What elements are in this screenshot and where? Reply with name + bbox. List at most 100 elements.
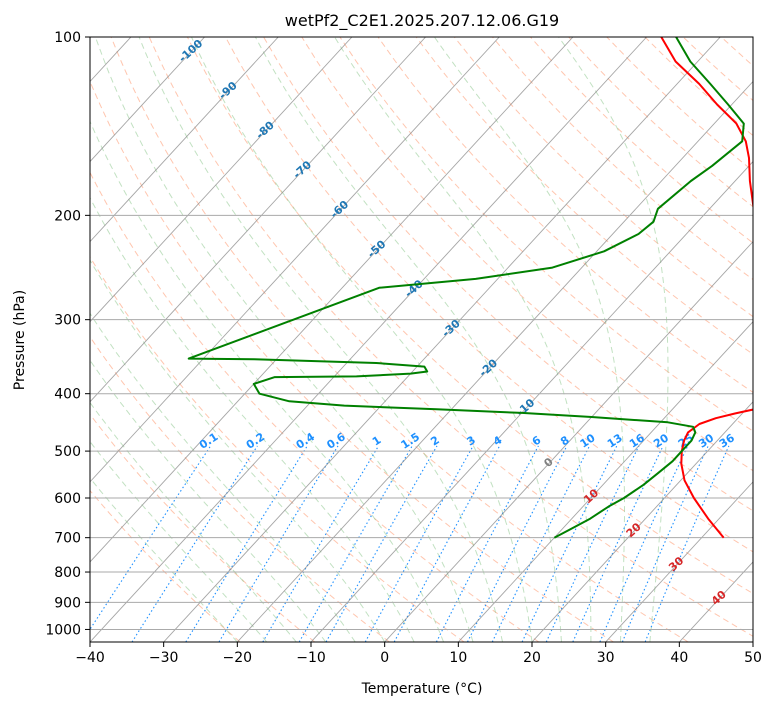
pressure-gridlines: [90, 37, 753, 630]
mixing-ratio-label: 0.4: [294, 430, 318, 452]
isotherm-line: [90, 37, 500, 483]
x-axis-label: Temperature (°C): [361, 681, 483, 697]
moist-adiabats: [90, 37, 669, 642]
mixing-ratio-line: [644, 445, 730, 642]
y-axis: 100 200 300 400 500 600 700 800 900 1000: [45, 30, 90, 638]
mixing-ratio-line: [599, 445, 689, 642]
dry-adiabat: [90, 413, 316, 642]
mixing-ratio-line: [364, 445, 474, 642]
mixing-ratio-line: [262, 445, 380, 642]
isotherm-line: [458, 321, 753, 642]
profile-series: [187, 37, 753, 539]
mixing-ratio-line: [218, 445, 339, 642]
dry-adiabat: [90, 255, 465, 642]
mixing-ratio-line: [545, 445, 640, 642]
x-tick-label: −20: [223, 650, 253, 666]
y-tick-label: 300: [54, 313, 81, 329]
y-tick-label: 100: [54, 30, 81, 46]
isotherm-label: 0: [541, 455, 556, 470]
y-tick-label: 200: [54, 208, 81, 224]
dry-adiabat: [720, 37, 753, 67]
moist-adiabat: [94, 37, 474, 642]
x-tick-label: −30: [149, 650, 179, 666]
mixing-ratio-line: [185, 445, 308, 642]
dry-adiabat: [606, 37, 753, 172]
mixing-ratio-label: 2: [428, 433, 442, 448]
y-tick-label: 700: [54, 531, 81, 547]
chart-title: wetPf2_C2E1.2025.207.12.06.G19: [285, 11, 559, 31]
isotherm-line: [237, 80, 753, 642]
moist-adiabat: [433, 37, 625, 642]
dry-adiabat: [90, 80, 614, 642]
isotherm-line: [531, 401, 753, 642]
plot-area: 0.1 0.2 0.4 0.6 1 1.5 2 3 4 6 8 10 13 16 20 25 30 36-100-…: [0, 37, 775, 642]
isotherm-line: [163, 37, 721, 642]
isotherm-line: [752, 641, 753, 642]
x-tick-label: 20: [523, 650, 541, 666]
isotherm-line: [90, 37, 205, 163]
isotherm-line: [90, 37, 279, 243]
x-axis: −40 −30 −20 −10 0 10 20 30 40 50: [75, 642, 762, 666]
isotherm-line: [605, 481, 753, 642]
moist-adiabat: [90, 259, 386, 642]
moist-adiabat: [90, 477, 238, 642]
moist-adiabat: [90, 120, 445, 642]
dry-adiabat: [415, 37, 753, 355]
dry-adiabat: [225, 37, 753, 553]
mixing-ratio-label: 1: [370, 433, 384, 448]
x-tick-label: −10: [296, 650, 326, 666]
mixing-ratio-label: 10: [578, 431, 598, 450]
mixing-ratio-label: 20: [651, 431, 671, 450]
y-tick-label: 400: [54, 387, 81, 403]
moist-adiabat: [334, 37, 592, 642]
y-tick-label: 1000: [45, 622, 81, 638]
x-tick-label: 40: [670, 650, 688, 666]
isotherm-line: [0, 37, 57, 642]
mixing-ratio-label: 13: [605, 431, 625, 450]
dry-adiabat: [263, 37, 753, 512]
mixing-ratio-line: [572, 445, 664, 642]
isotherms: [0, 37, 753, 642]
y-tick-label: 800: [54, 565, 81, 581]
plot-frame: [89, 36, 754, 643]
mixing-ratio-label: 36: [717, 431, 737, 450]
x-tick-label: −40: [75, 650, 105, 666]
moist-adiabat: [138, 37, 503, 642]
moist-adiabat: [90, 312, 356, 642]
dry-adiabat: [682, 37, 753, 102]
mixing-ratio-label: 0.2: [244, 430, 267, 452]
x-tick-label: 50: [744, 650, 762, 666]
x-tick-label: 10: [449, 650, 467, 666]
mixing-ratio-label: 30: [696, 431, 716, 450]
dry-adiabat: [186, 37, 753, 595]
y-axis-label: Pressure (hPa): [12, 290, 28, 390]
mixing-ratio-label: 0.1: [197, 430, 220, 452]
dry-adiabat: [90, 489, 241, 642]
mixing-ratio-line: [325, 445, 438, 642]
mixing-ratio-line: [298, 445, 413, 642]
mixing-ratio-line: [491, 445, 590, 642]
dry-adiabats: [90, 37, 775, 642]
moist-adiabat: [90, 196, 415, 642]
mixing-ratio-label: 16: [627, 431, 647, 450]
y-tick-label: 900: [54, 595, 81, 611]
mixing-ratio-label: 0.6: [324, 430, 348, 452]
x-tick-label: 30: [597, 650, 615, 666]
dry-adiabat: [377, 37, 753, 394]
mixing-ratio-line: [393, 445, 501, 642]
mixing-ratio-label: 3: [464, 433, 478, 448]
dry-adiabat: [90, 171, 540, 642]
isotherm-line: [310, 160, 753, 642]
mixing-ratio-line: [467, 445, 568, 642]
moist-adiabat: [191, 37, 533, 642]
isotherm-line: [90, 37, 353, 323]
dry-adiabat: [110, 37, 689, 642]
mixing-ratio-line: [131, 445, 258, 642]
y-tick-label: 600: [54, 491, 81, 507]
dewpoint-profile: [187, 37, 745, 539]
dry-adiabat: [759, 37, 775, 642]
y-tick-label: 500: [54, 444, 81, 460]
moist-adiabat: [90, 401, 297, 642]
x-tick-label: 0: [380, 650, 389, 666]
